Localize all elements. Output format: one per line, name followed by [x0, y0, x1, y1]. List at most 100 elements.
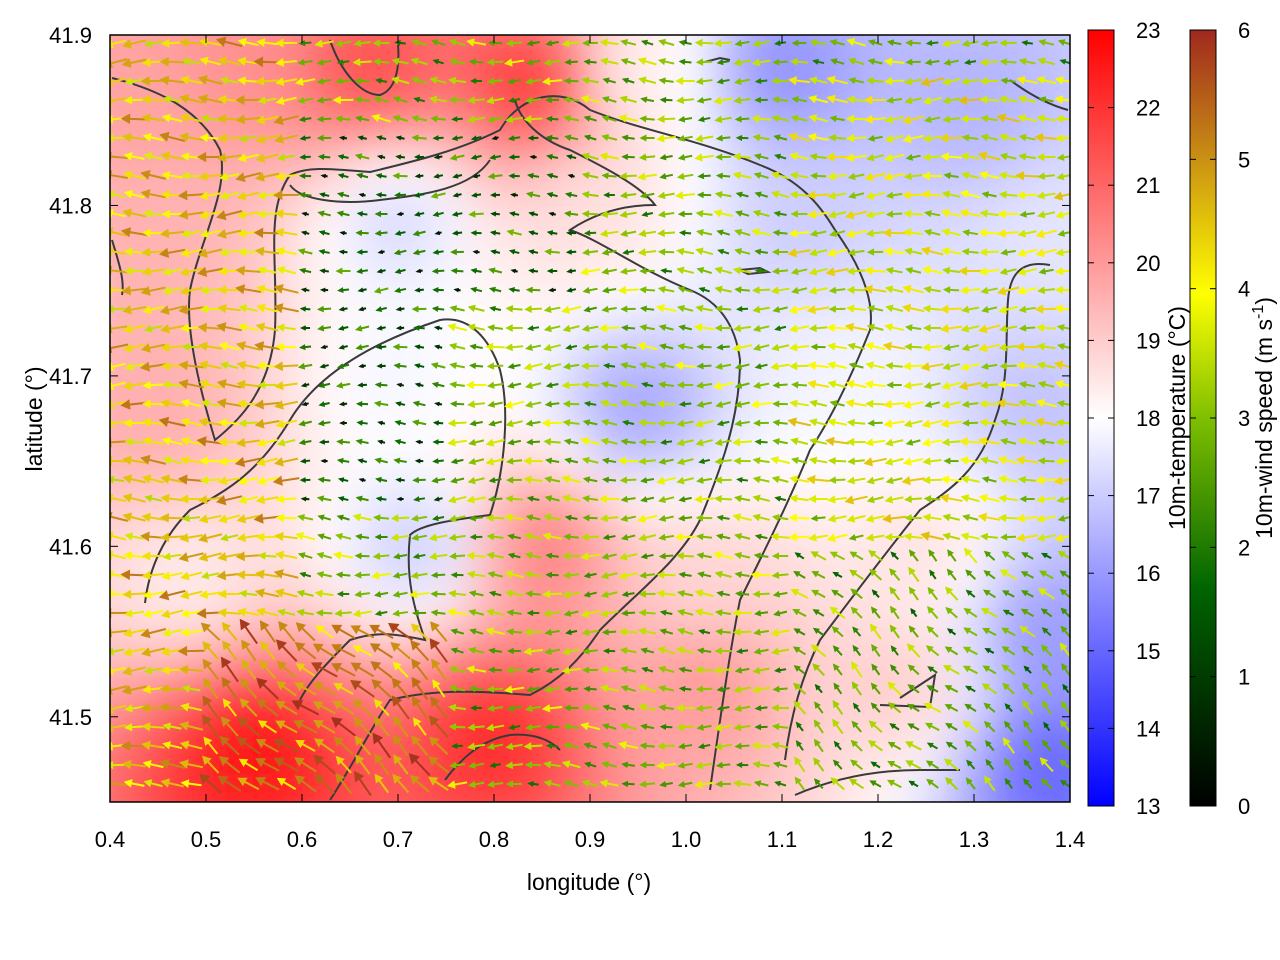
wind-vector	[658, 457, 674, 465]
wind-vector	[979, 95, 999, 104]
y-tick-label: 41.8	[49, 193, 92, 218]
wind-vector	[297, 58, 313, 66]
wind-vector	[140, 343, 166, 353]
wind-vector	[789, 324, 810, 333]
wind-vector	[199, 456, 221, 466]
wind-vector	[978, 343, 1001, 353]
wind-vector	[714, 305, 732, 313]
colorbar-tick-label: 16	[1136, 561, 1160, 586]
wind-vector	[318, 249, 330, 255]
wind-vector	[999, 267, 1017, 276]
wind-vector	[581, 324, 599, 333]
wind-vector	[581, 343, 599, 351]
wind-vector	[867, 58, 883, 66]
wind-vector	[602, 362, 616, 369]
wind-vector	[752, 305, 770, 314]
temperature-cell	[950, 795, 991, 802]
wind-vector	[451, 211, 463, 217]
wind-vector	[358, 363, 366, 369]
wind-vector	[504, 400, 525, 409]
wind-vector	[999, 58, 1017, 66]
wind-vector	[196, 151, 224, 163]
wind-vector	[447, 323, 467, 332]
wind-vector	[735, 134, 749, 142]
wind-vector	[905, 439, 921, 446]
wind-vector	[393, 457, 407, 464]
wind-vector	[256, 209, 278, 219]
wind-vector	[903, 77, 923, 86]
wind-vector	[1017, 95, 1037, 104]
wind-vector	[847, 342, 865, 351]
wind-vector	[676, 266, 695, 275]
wind-vector	[638, 457, 656, 466]
wind-vector	[297, 362, 313, 370]
wind-vector	[565, 154, 577, 160]
wind-vector	[449, 362, 465, 370]
wind-vector	[674, 361, 696, 371]
wind-vector	[772, 438, 788, 446]
wind-vector	[335, 381, 351, 389]
wind-vector	[599, 38, 619, 47]
wind-vector	[526, 172, 540, 179]
temperature-cell	[1030, 795, 1070, 802]
temperature-cell	[230, 795, 271, 802]
wind-vector	[694, 153, 714, 162]
wind-vector	[958, 381, 982, 391]
wind-vector	[734, 419, 750, 427]
wind-vector	[963, 59, 977, 66]
wind-vector	[809, 248, 828, 257]
wind-vector	[371, 113, 392, 123]
wind-vector	[470, 230, 482, 236]
wind-vector	[318, 192, 330, 198]
temperature-cell	[510, 395, 551, 436]
wind-vector	[199, 210, 222, 220]
wind-vector	[1017, 114, 1037, 123]
wind-vector	[142, 380, 164, 390]
wind-vector	[356, 172, 369, 179]
wind-vector	[940, 419, 962, 428]
temperature-cell	[1030, 475, 1070, 516]
wind-vector	[713, 39, 733, 48]
temperature-cell	[550, 35, 591, 36]
wind-vector	[548, 287, 557, 293]
temperature-cell	[430, 355, 471, 396]
wind-vector	[732, 438, 752, 447]
wind-vector	[355, 229, 369, 237]
wind-vector	[581, 171, 599, 180]
wind-vector	[867, 134, 883, 142]
wind-vector	[505, 115, 523, 124]
wind-vector	[997, 209, 1019, 219]
wind-vector	[827, 342, 848, 351]
wind-vector	[411, 134, 427, 142]
wind-vector	[451, 116, 463, 122]
wind-vector	[298, 172, 312, 180]
wind-vector	[924, 400, 940, 408]
temperature-cell	[590, 515, 631, 556]
temperature-cell	[110, 635, 111, 676]
wind-vector	[433, 154, 443, 160]
wind-vector	[1054, 285, 1070, 295]
temperature-cell	[830, 675, 871, 716]
wind-vector	[751, 114, 771, 123]
wind-vector	[319, 287, 329, 293]
wind-vector	[508, 211, 520, 217]
wind-vector	[789, 361, 809, 371]
wind-vector	[374, 210, 388, 218]
wind-vector	[961, 248, 979, 256]
temperature-cell	[670, 195, 711, 236]
wind-vector	[450, 477, 465, 484]
contour-line	[784, 263, 1051, 761]
wind-vector	[395, 401, 406, 407]
wind-vector	[865, 210, 885, 219]
wind-vector	[415, 268, 423, 274]
wind-vector	[638, 153, 656, 161]
wind-vector	[1017, 267, 1037, 276]
wind-vector	[867, 419, 883, 427]
wind-vector	[276, 153, 296, 162]
wind-vector	[356, 420, 368, 426]
wind-vector	[772, 305, 788, 313]
temperature-cell	[310, 395, 351, 436]
wind-vector	[998, 171, 1018, 180]
wind-vector	[734, 228, 751, 237]
wind-vector	[751, 286, 771, 295]
